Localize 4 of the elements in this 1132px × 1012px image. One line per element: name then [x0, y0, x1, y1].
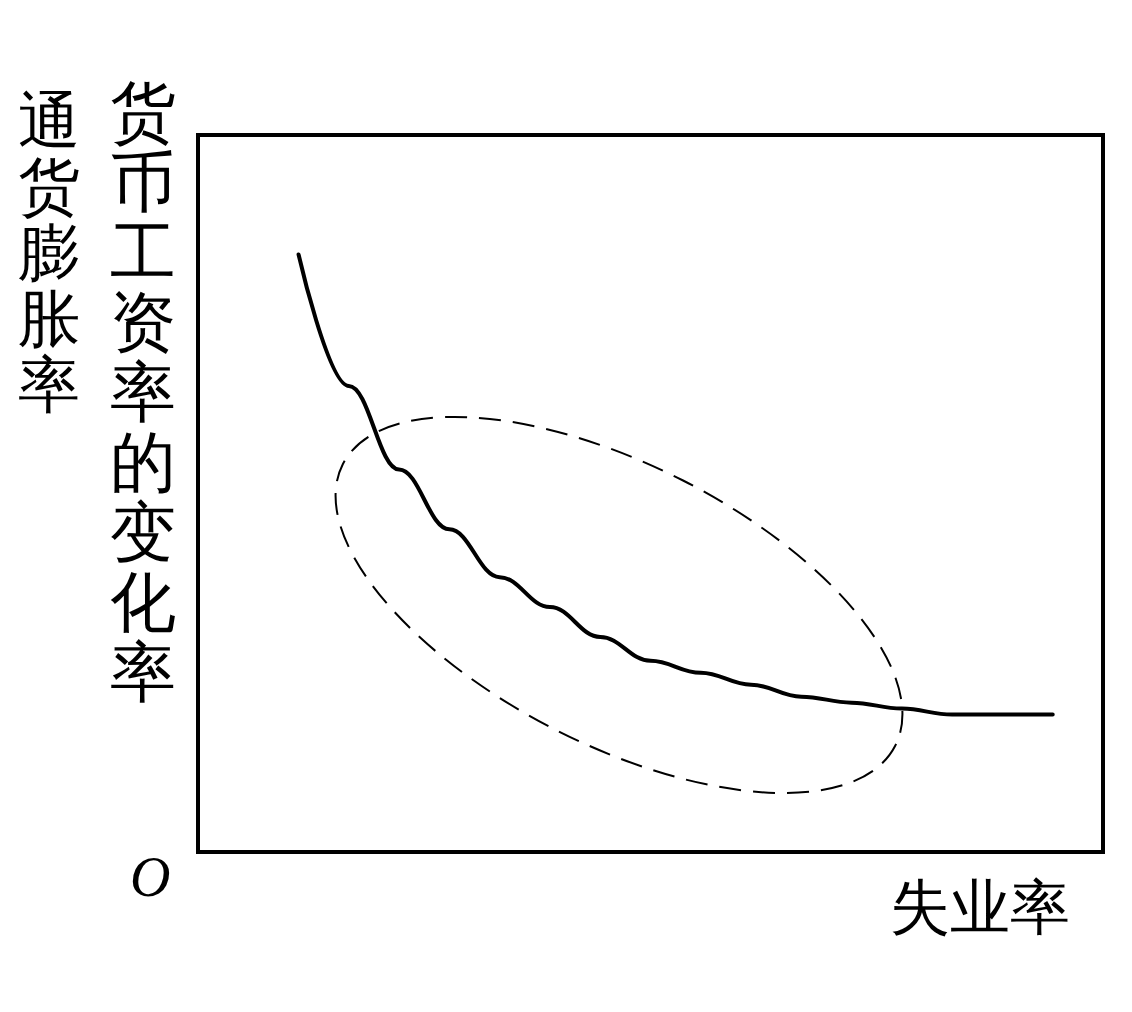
text: O — [130, 845, 171, 909]
text: 通货膨胀率 — [18, 84, 80, 421]
text: 货币工资率的变化率 — [110, 74, 176, 711]
x-axis-title: 失业率 — [890, 871, 1070, 944]
